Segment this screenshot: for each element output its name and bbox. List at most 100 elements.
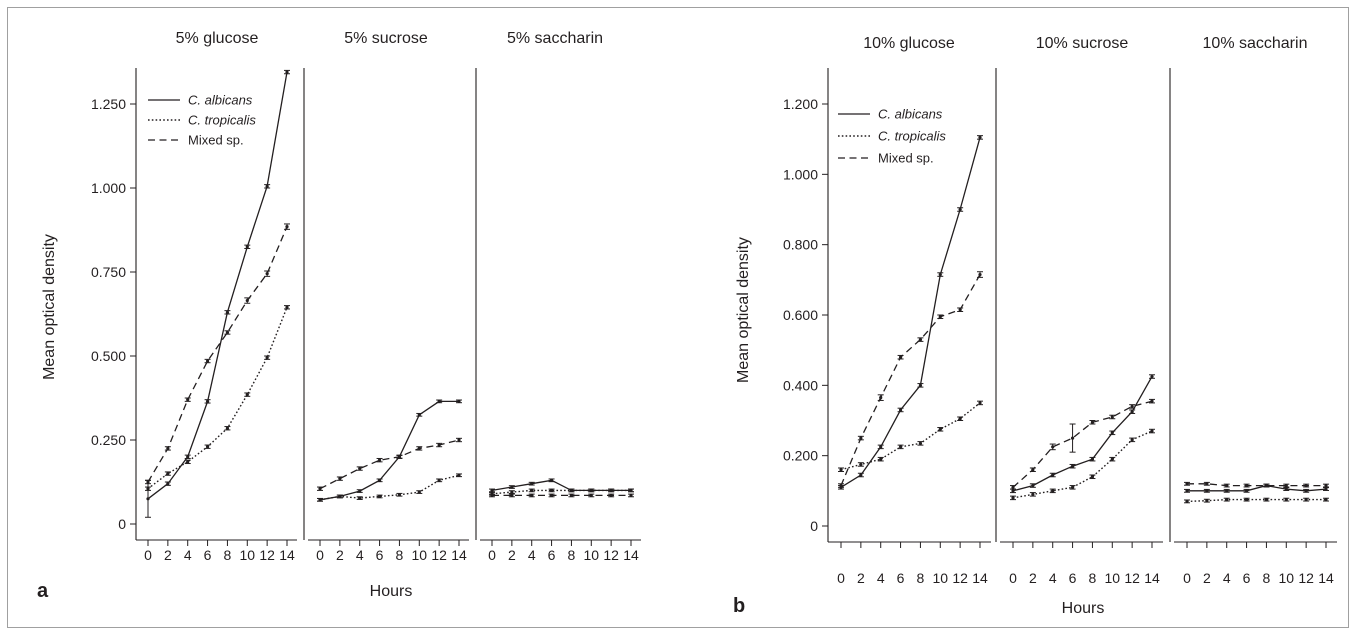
panel-a-subplot-3-data-point <box>490 488 494 492</box>
panel-a-subplot-1-x-tick-label: 0 <box>144 547 152 563</box>
panel-b-subplot-2-title: 10% sucrose <box>1036 35 1129 52</box>
panel-a-subplot-2-data-point <box>358 466 362 471</box>
panel-b-subplot-2-data-point <box>1051 473 1055 477</box>
panel-a-subplot-3-data-point <box>530 488 534 492</box>
panel-a-subplot-2-data-point <box>417 490 421 494</box>
panel-b-subplot-1-x-tick-label: 14 <box>972 570 988 586</box>
panel-b-subplot-2-data-point <box>1011 485 1015 489</box>
panel-a-subplot-3-data-point <box>609 493 613 498</box>
panel-b-subplot-1-series-line-dashed <box>840 274 981 486</box>
panel-a-y-tick-label: 1.250 <box>91 96 126 112</box>
panel-a-subplot-2-data-point <box>377 458 382 462</box>
panel-a-subplot-3-title: 5% saccharin <box>507 30 603 47</box>
panel-b-subplot-2-x-tick-label: 12 <box>1124 570 1140 586</box>
panel-a-x-axis-title: Hours <box>370 583 413 600</box>
panel-a-subplot-3-data-point <box>609 488 613 492</box>
panel-a-subplot-2-data-point <box>397 493 402 497</box>
panel-a-subplot-2-series-line-dashed <box>319 439 460 490</box>
panel-b-subplot-1-x-tick-label: 2 <box>857 570 865 586</box>
panel-b-subplot-2-data-point <box>1110 457 1114 461</box>
panel-a-y-tick-label: 0.250 <box>91 432 126 448</box>
panel-b-y-tick-label: 0.800 <box>783 237 818 253</box>
panel-b-subplot-3-data-point <box>1304 498 1308 502</box>
panel-b-subplot-2-series-line-dashed <box>1012 400 1153 488</box>
panel-b-subplot-3-x-tick-label: 12 <box>1298 570 1314 586</box>
panel-a-subplot-2-data-point <box>437 478 441 482</box>
panel-b-subplot-2-x-tick-label: 14 <box>1144 570 1160 586</box>
panel-b-subplot-2-x-tick-label: 10 <box>1104 570 1120 586</box>
panel-b-subplot-1-data-point <box>918 338 923 342</box>
panel-b-y-tick-label: 0.600 <box>783 307 818 323</box>
panel-a-subplot-3-x-tick-label: 14 <box>623 547 639 563</box>
panel-b-subplot-3-x-tick-label: 4 <box>1223 570 1231 586</box>
panel-a-subplot-2-data-point <box>377 494 382 499</box>
panel-b-subplot-2-series-line-dotted <box>1012 430 1153 499</box>
panel-a-subplot-1-x-tick-label: 14 <box>279 547 295 563</box>
panel-a-subplot-3-x-tick-label: 10 <box>583 547 599 563</box>
panel-b-subplot-1-data-point <box>938 272 942 277</box>
panel-a-subplot-1-data-point <box>265 356 269 360</box>
panel-a-subplot-2-x-tick-label: 2 <box>336 547 344 563</box>
panel-a-subplot-3-x-tick-label: 6 <box>548 547 556 563</box>
panel-b-subplot-3-data-point <box>1284 483 1288 488</box>
panel-a-subplot-2-data-point <box>358 496 362 500</box>
panel-a-subplot-3-data-point <box>530 482 534 486</box>
panel-b-subplot-1-data-point <box>958 417 962 421</box>
panel-b-y-tick-label: 1.000 <box>783 166 818 182</box>
panel-b-subplot-2-data-point <box>1150 429 1154 433</box>
panel-a-subplot-2-data-point <box>397 455 402 459</box>
panel-a-subplot-3-x-tick-label: 4 <box>528 547 536 563</box>
panel-a-subplot-2-data-point <box>417 446 421 450</box>
panel-a-subplot-3-data-point <box>510 485 514 489</box>
panel-b-subplot-3-series-line-dashed <box>1187 483 1326 487</box>
panel-a-y-tick-label: 0.750 <box>91 264 126 280</box>
panel-a-subplot-1-data-point <box>225 426 230 430</box>
panel-a-subplot-3: 5% saccharin 0 2 4 6 8 10 12 14 <box>475 30 641 563</box>
panel-a-subplot-2-x-tick-label: 14 <box>451 547 467 563</box>
panel-b-subplot-2-data-point <box>1150 374 1154 379</box>
panel-b-subplot-1-data-point <box>898 408 903 412</box>
panel-a-chart: 0 0.250 0.500 0.750 1.000 1.250 Mean optical d… <box>37 30 641 602</box>
panel-b-y-tick-label: 0.400 <box>783 377 818 393</box>
panel-a-letter: a <box>37 580 49 602</box>
panel-a-subplot-3-data-point <box>589 493 593 498</box>
panel-a-subplot-2-title: 5% sucrose <box>344 30 428 47</box>
panel-b-subplot-1-data-point <box>918 441 923 445</box>
panel-a-subplot-1-data-point <box>186 398 190 402</box>
panel-b-subplot-1-data-point <box>879 396 883 400</box>
panel-a-subplot-1-series-line-dotted <box>147 307 288 490</box>
panel-b-subplot-3-data-point <box>1244 498 1249 502</box>
panel-b-subplot-2-data-point <box>1090 420 1095 424</box>
panel-a-subplot-1-x-tick-label: 2 <box>164 547 172 563</box>
panel-a-subplot-1: 5% glucose 0 2 4 6 8 10 12 14 <box>136 30 297 563</box>
panel-b-subplot-3-data-point <box>1185 489 1189 493</box>
panel-b-subplot-1-series-line-solid <box>840 137 981 488</box>
panel-b-subplot-1-data-point <box>978 401 982 405</box>
panel-b-subplot-1-data-point <box>918 383 923 387</box>
panel-b-letter: b <box>733 595 745 617</box>
panel-a-subplot-3-data-point <box>549 493 554 498</box>
panel-a-subplot-3-x-tick-label: 2 <box>508 547 516 563</box>
panel-b-subplot-3-data-point <box>1324 487 1328 491</box>
panel-b-subplot-2-data-point <box>1051 489 1055 493</box>
panel-b-subplot-3-data-point <box>1264 483 1269 488</box>
panel-a-subplot-3-data-point <box>629 488 633 492</box>
panel-b-subplot-3-data-point <box>1205 499 1209 503</box>
panel-a-subplot-3-data-point <box>510 490 514 494</box>
panel-a-subplot-1-data-point <box>205 445 210 449</box>
panel-b-subplot-2-data-point <box>1051 445 1055 449</box>
panel-a-subplot-2-data-point <box>437 443 441 447</box>
panel-b-subplot-1-title: 10% glucose <box>863 35 955 52</box>
panel-a-subplot-1-data-point <box>285 225 289 229</box>
panel-b-subplot-1-x-tick-label: 4 <box>877 570 885 586</box>
panel-a-subplot-1-data-point <box>186 455 190 459</box>
panel-a-subplot-2-data-point <box>338 477 342 481</box>
panel-a-subplot-3-data-point <box>549 478 554 482</box>
panel-a-subplot-1-data-point <box>285 305 289 309</box>
panel-b-y-tick-label: 1.200 <box>783 96 818 112</box>
panel-b-subplot-2: 10% sucrose 0 2 4 6 8 10 12 14 <box>995 35 1163 586</box>
panel-a-subplot-3-data-point <box>569 488 574 492</box>
panel-b-x-axis-title: Hours <box>1062 600 1105 617</box>
panel-a-subplot-1-title: 5% glucose <box>176 30 259 47</box>
panel-a-legend: C. albicans C. tropicalis Mixed sp. <box>148 93 256 148</box>
